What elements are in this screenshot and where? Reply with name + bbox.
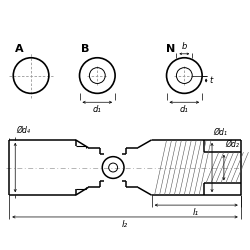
Text: A: A (15, 44, 24, 54)
Text: d₁: d₁ (93, 105, 102, 114)
Text: N: N (166, 44, 175, 54)
Text: d₁: d₁ (180, 105, 189, 114)
Text: Ød₄: Ød₄ (16, 126, 30, 135)
Text: l₂: l₂ (122, 220, 128, 229)
Text: Ød₁: Ød₁ (213, 128, 227, 137)
Text: t: t (209, 76, 212, 85)
Text: b: b (182, 42, 187, 51)
Text: l₁: l₁ (193, 208, 199, 217)
Text: B: B (81, 44, 90, 54)
Text: Ød₂: Ød₂ (225, 140, 239, 149)
